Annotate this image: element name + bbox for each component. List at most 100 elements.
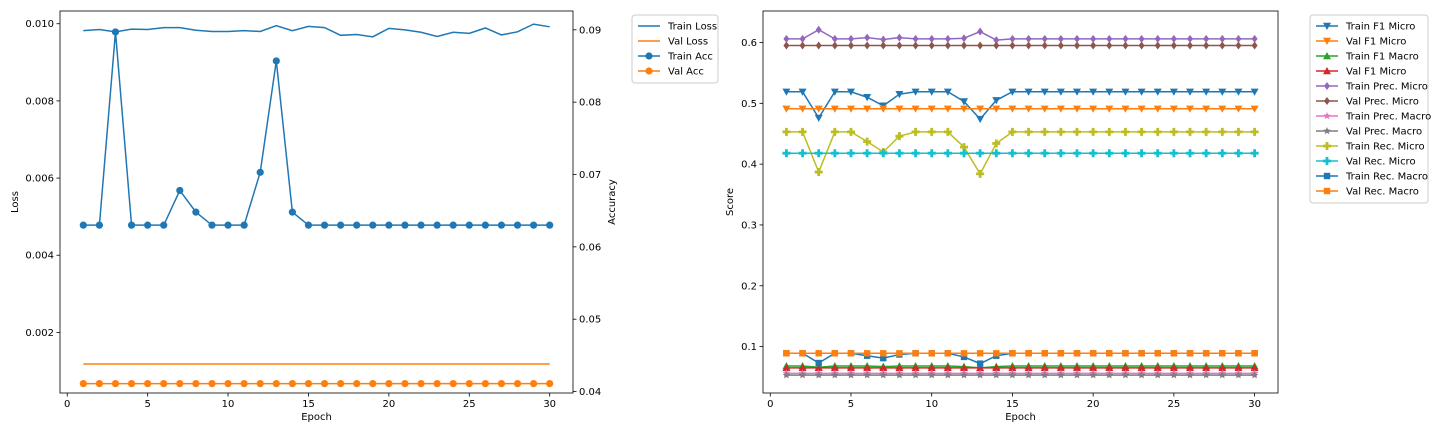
data-point <box>960 350 968 357</box>
data-point <box>976 105 985 113</box>
data-point <box>992 97 1001 105</box>
data-point <box>1040 371 1049 379</box>
legend-label: Train F1 Micro <box>1345 22 1415 33</box>
data-point <box>976 115 985 124</box>
data-point <box>880 354 887 362</box>
data-point <box>783 41 790 50</box>
data-point <box>497 221 506 229</box>
data-point <box>831 34 838 43</box>
data-point <box>1153 371 1162 379</box>
legend-marker <box>1324 82 1330 90</box>
series-val-rec-micro <box>782 149 1259 158</box>
data-point <box>224 379 232 388</box>
legend-label: Train Prec. Macro <box>1345 112 1431 123</box>
data-point <box>863 94 872 102</box>
data-point <box>928 34 935 43</box>
y-right-tick-label: 0.05 <box>579 315 601 326</box>
data-point <box>1137 149 1146 158</box>
data-point <box>1008 105 1017 113</box>
data-point <box>127 379 136 388</box>
x-axis-label: Epoch <box>301 412 332 423</box>
data-point <box>944 41 951 50</box>
legend-item: Train Acc <box>638 52 713 63</box>
data-point <box>815 25 822 34</box>
data-point <box>993 350 1000 357</box>
data-point <box>513 221 522 229</box>
y-tick-label: 0.010 <box>25 19 54 30</box>
data-point <box>1089 363 1098 372</box>
data-point <box>401 379 409 388</box>
legend: Train F1 Micro Val F1 Micro Train F1 Macro… <box>1309 14 1431 204</box>
data-point <box>530 379 538 388</box>
legend-marker <box>1323 37 1331 45</box>
data-point <box>927 363 936 372</box>
legend-item: Train F1 Micro <box>1316 22 1415 33</box>
data-point <box>272 57 280 65</box>
data-point <box>433 221 441 229</box>
data-point <box>1202 105 1211 113</box>
data-point <box>1122 41 1129 50</box>
data-point <box>79 379 87 388</box>
data-point <box>320 221 329 229</box>
data-point <box>1169 88 1178 96</box>
data-point <box>449 221 457 229</box>
series-train-f1-micro <box>782 88 1259 124</box>
data-point <box>1025 34 1032 43</box>
data-point <box>1202 88 1211 96</box>
data-point <box>911 88 920 96</box>
data-point <box>928 350 935 357</box>
x-tick-label: 20 <box>1087 399 1100 410</box>
y-right-tick-label: 0.08 <box>579 98 601 109</box>
data-point <box>912 41 919 50</box>
data-point <box>1121 363 1130 372</box>
data-point <box>847 34 854 43</box>
data-point <box>1073 88 1082 96</box>
legend: Train Loss Val Loss Train Acc Val Acc <box>631 14 719 84</box>
data-point <box>927 88 936 96</box>
data-point <box>1040 149 1049 158</box>
data-point <box>992 371 1001 379</box>
legend-item: Train Loss <box>638 22 717 33</box>
data-point <box>1041 350 1048 357</box>
data-point <box>127 221 136 229</box>
data-point <box>1056 363 1065 372</box>
data-point <box>976 169 985 178</box>
data-point <box>288 208 296 216</box>
data-point <box>256 379 264 388</box>
data-point <box>782 363 791 372</box>
data-point <box>1170 350 1178 357</box>
data-point <box>1056 88 1065 96</box>
data-point <box>433 379 441 388</box>
data-point <box>1169 363 1178 372</box>
data-point <box>465 221 473 229</box>
data-point <box>1089 127 1098 136</box>
data-point <box>1251 34 1258 43</box>
data-point <box>847 41 854 50</box>
data-point <box>192 379 200 388</box>
data-point <box>1137 105 1146 113</box>
data-point <box>1234 363 1243 372</box>
data-point <box>1235 350 1242 357</box>
data-point <box>1235 34 1242 43</box>
data-point <box>1073 350 1081 357</box>
series-val-f1-micro <box>782 363 1259 372</box>
data-point <box>240 221 248 229</box>
data-point <box>880 350 887 357</box>
data-point <box>1234 88 1243 96</box>
data-point <box>943 88 952 96</box>
data-point <box>993 41 1000 50</box>
series-val-f1-micro <box>782 105 1259 113</box>
data-point <box>1057 34 1064 43</box>
legend-item: Val F1 Micro <box>1316 67 1406 78</box>
data-point <box>1137 371 1146 379</box>
data-point <box>1008 363 1017 372</box>
data-point <box>1089 371 1097 379</box>
data-point <box>192 208 200 216</box>
data-point <box>1024 105 1033 113</box>
legend-marker <box>1323 22 1331 30</box>
y-right-tick-label: 0.09 <box>579 25 601 36</box>
data-point <box>895 149 904 158</box>
y-right-tick-label: 0.07 <box>579 170 601 181</box>
data-point <box>1121 149 1130 158</box>
data-point <box>830 105 839 113</box>
